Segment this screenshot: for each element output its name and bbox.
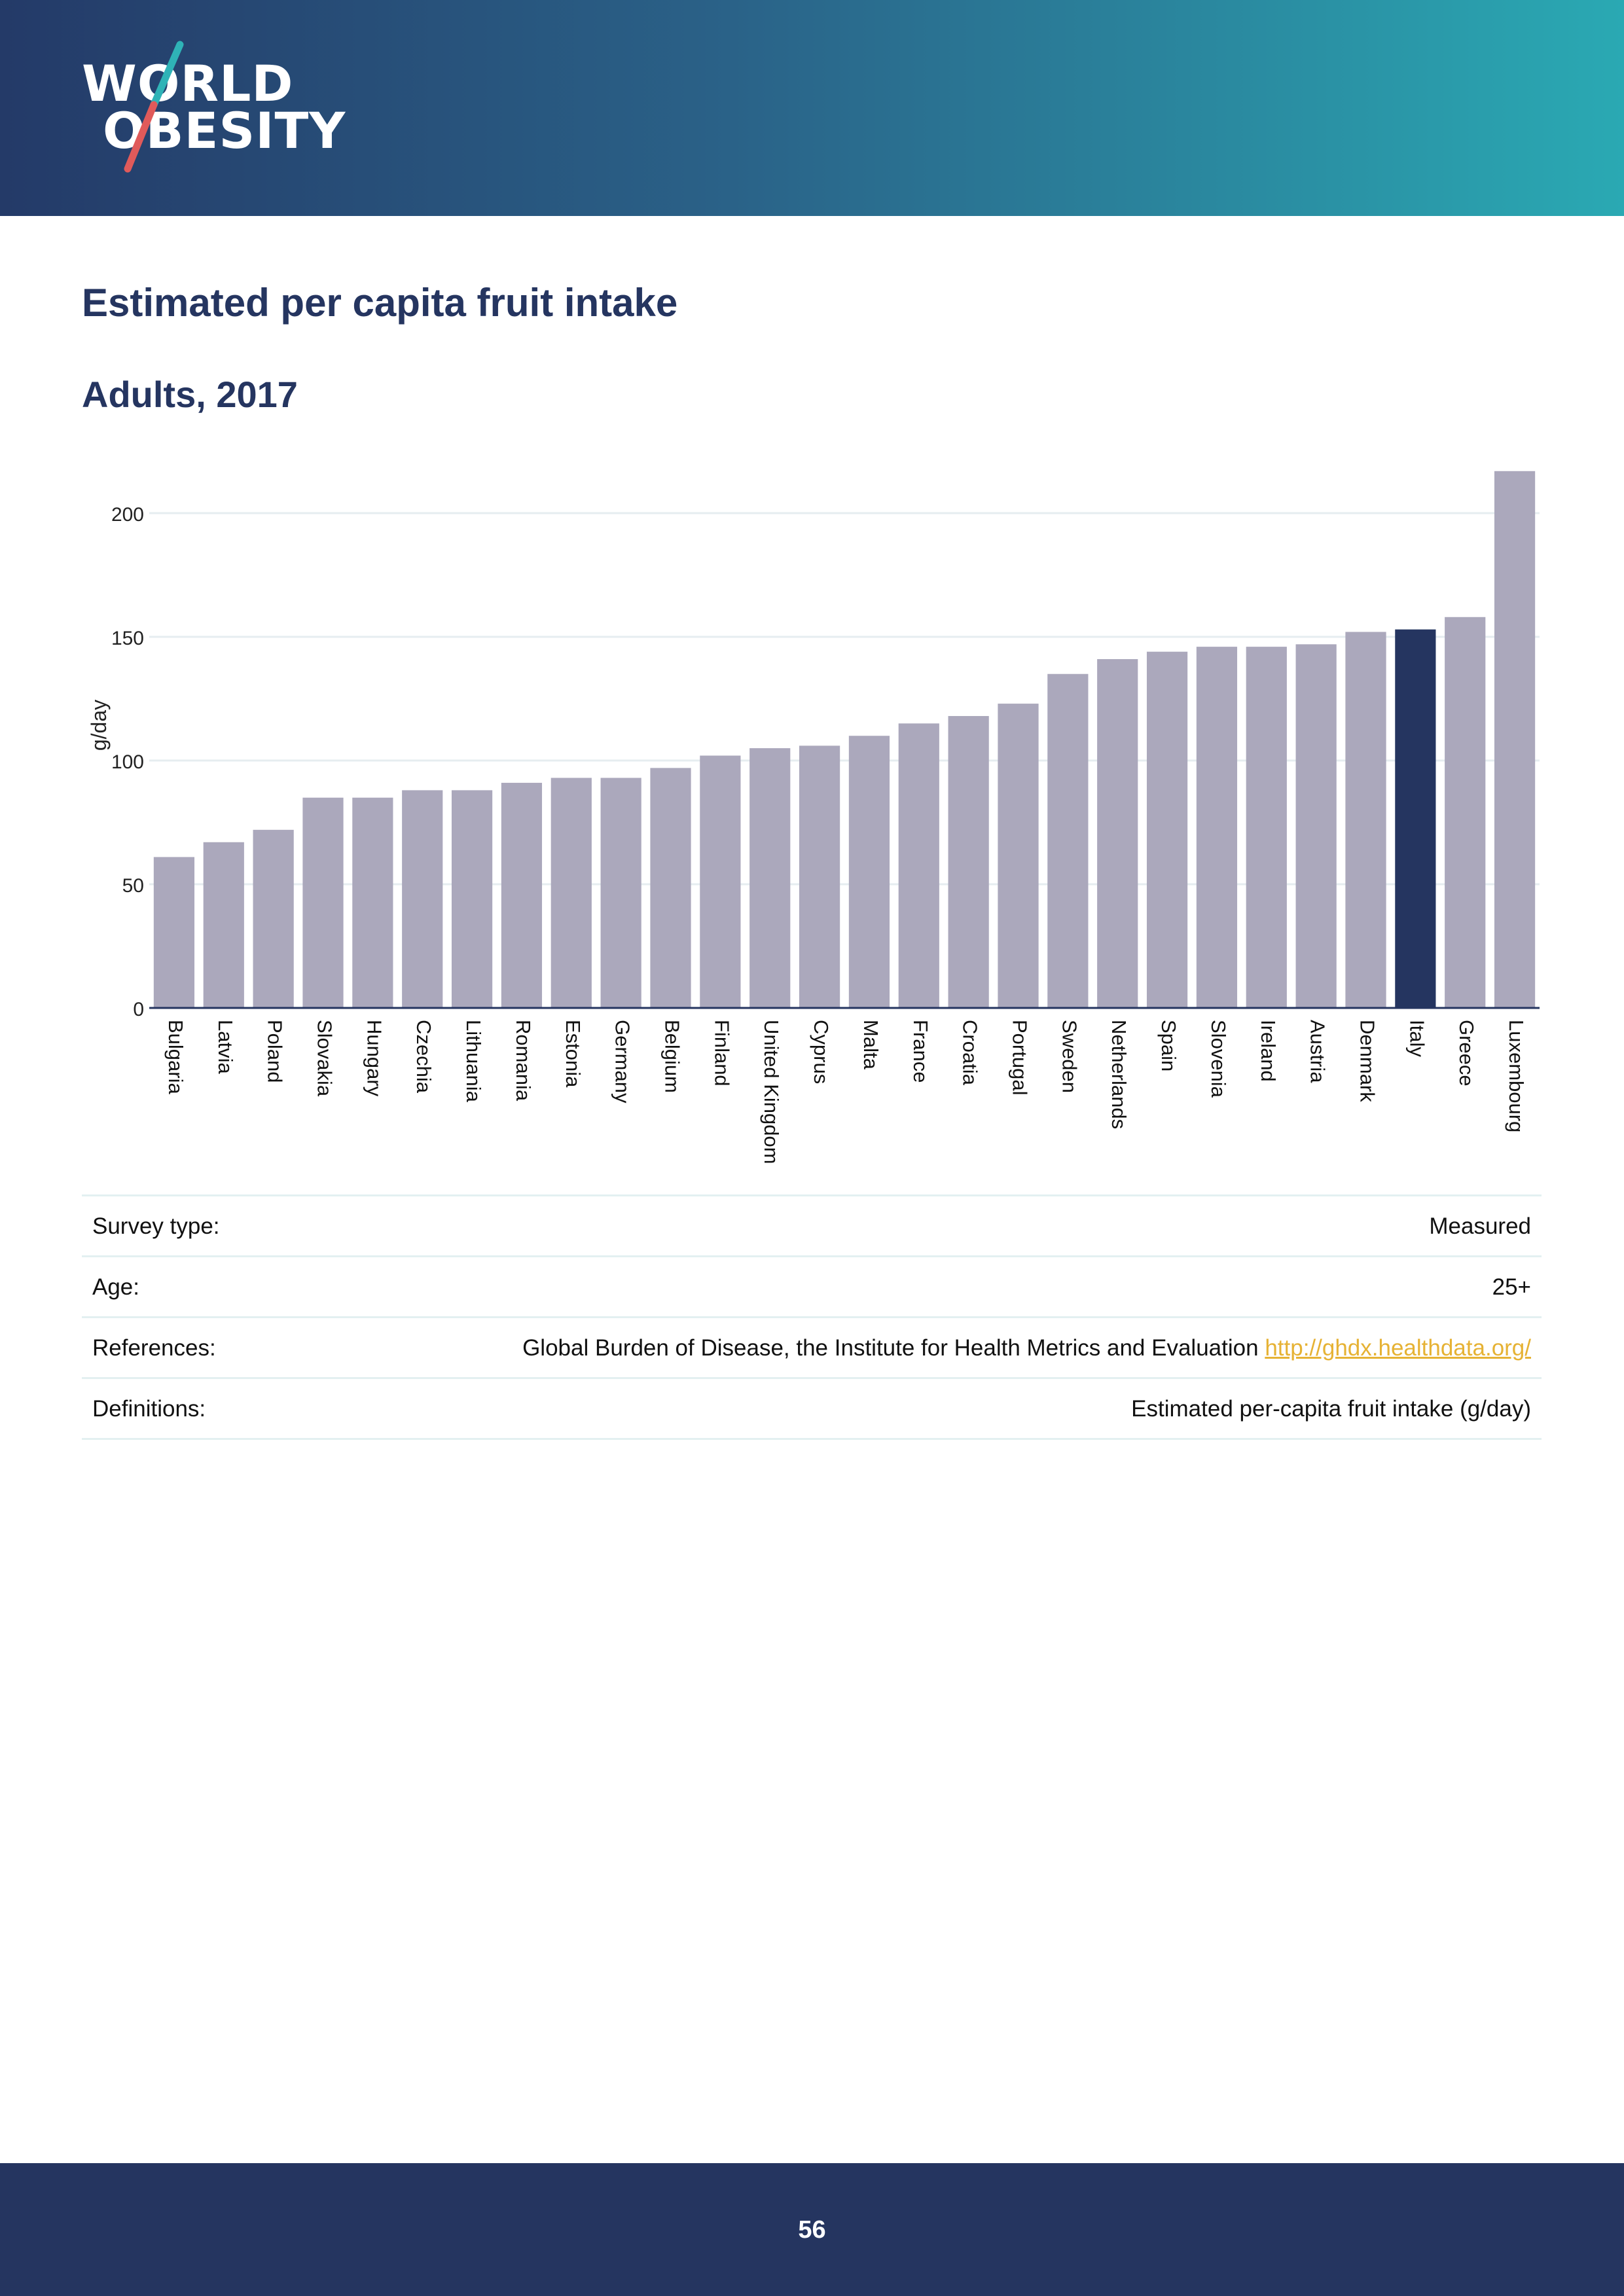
references-link[interactable]: http://ghdx.healthdata.org/ xyxy=(1265,1335,1531,1361)
x-tick-label: Czechia xyxy=(412,1020,435,1094)
bar xyxy=(948,715,989,1008)
bar xyxy=(402,790,443,1008)
x-tick-label: Hungary xyxy=(363,1020,386,1097)
bar xyxy=(203,842,244,1008)
bar xyxy=(352,797,393,1008)
bar xyxy=(550,778,592,1008)
x-tick-label: Lithuania xyxy=(462,1020,485,1103)
bar xyxy=(451,790,493,1008)
y-tick-label: 50 xyxy=(122,875,144,897)
x-tick-label: Croatia xyxy=(959,1020,982,1086)
y-tick-label: 0 xyxy=(133,999,144,1020)
logo-text-line1: WORLD xyxy=(82,54,294,113)
logo-slash-icon xyxy=(124,41,184,173)
y-axis-label: g/day xyxy=(87,700,111,751)
info-table: Survey type: Measured Age: 25+ Reference… xyxy=(82,1194,1542,1440)
bar xyxy=(898,723,939,1008)
x-tick-label: Luxembourg xyxy=(1505,1020,1528,1132)
age-value: 25+ xyxy=(1492,1274,1531,1300)
x-tick-label: Austria xyxy=(1307,1020,1329,1083)
x-tick-label: Finland xyxy=(710,1020,733,1086)
bar xyxy=(998,704,1039,1008)
x-tick-label: Poland xyxy=(264,1020,287,1083)
x-tick-label: Italy xyxy=(1405,1020,1428,1057)
x-tick-label: Belgium xyxy=(661,1020,684,1093)
bar xyxy=(302,797,344,1008)
bar xyxy=(700,755,741,1008)
y-tick-label: 200 xyxy=(111,504,144,526)
x-tick-label: United Kingdom xyxy=(760,1020,783,1164)
bar xyxy=(1146,651,1188,1008)
x-tick-label: Slovenia xyxy=(1207,1020,1230,1098)
bar xyxy=(1494,471,1536,1008)
references-value: Global Burden of Disease, the Institute … xyxy=(522,1335,1259,1361)
x-tick-label: Netherlands xyxy=(1108,1020,1130,1129)
bar-chart: 0 50 100 150 200 g/day Bulgaria Latvia Poland Slo… xyxy=(87,471,1540,1164)
footer-bar xyxy=(0,2163,1624,2296)
header-banner: WORLD OBESITY xyxy=(0,0,1624,216)
bar xyxy=(1097,659,1138,1008)
bar xyxy=(1047,673,1089,1008)
page-subtitle: Adults, 2017 xyxy=(82,374,298,415)
bar xyxy=(1345,632,1386,1008)
bar xyxy=(749,748,791,1008)
bar xyxy=(1295,644,1337,1008)
x-tick-label: Denmark xyxy=(1356,1020,1379,1102)
bar xyxy=(1445,617,1486,1008)
page-title: Estimated per capita fruit intake xyxy=(82,281,678,325)
x-tick-label: Romania xyxy=(512,1020,535,1102)
x-tick-label: Germany xyxy=(611,1020,634,1103)
page-number: 56 xyxy=(798,2216,826,2244)
x-tick-label: Greece xyxy=(1455,1020,1478,1086)
bar xyxy=(848,736,890,1008)
references-row: References: Global Burden of Disease, th… xyxy=(82,1316,1542,1377)
definitions-label: Definitions: xyxy=(92,1396,206,1422)
bar xyxy=(1196,647,1238,1008)
survey-type-row: Survey type: Measured xyxy=(82,1194,1542,1255)
x-tick-label: Latvia xyxy=(214,1020,237,1074)
bar xyxy=(153,857,195,1008)
bar xyxy=(600,778,641,1008)
y-tick-label: 150 xyxy=(111,628,144,649)
world-obesity-logo: WORLD OBESITY xyxy=(82,39,345,177)
survey-type-label: Survey type: xyxy=(92,1213,220,1239)
bar xyxy=(650,768,691,1008)
y-tick-label: 100 xyxy=(111,751,144,773)
bar xyxy=(253,829,294,1008)
bar xyxy=(799,745,840,1008)
x-tick-label: France xyxy=(909,1020,932,1083)
x-tick-label: Sweden xyxy=(1058,1020,1081,1093)
references-value-wrap: Global Burden of Disease, the Institute … xyxy=(522,1335,1531,1361)
bar xyxy=(501,783,543,1008)
age-row: Age: 25+ xyxy=(82,1255,1542,1316)
x-tick-label: Portugal xyxy=(1009,1020,1032,1095)
x-tick-label: Spain xyxy=(1157,1020,1180,1071)
bar xyxy=(1395,629,1436,1008)
definitions-value: Estimated per-capita fruit intake (g/day… xyxy=(1131,1396,1531,1422)
definitions-row: Definitions: Estimated per-capita fruit … xyxy=(82,1377,1542,1440)
references-label: References: xyxy=(92,1335,216,1361)
bar xyxy=(1246,647,1287,1008)
x-tick-label: Slovakia xyxy=(314,1020,336,1097)
x-tick-label: Cyprus xyxy=(810,1020,833,1084)
x-tick-label: Ireland xyxy=(1257,1020,1280,1082)
x-tick-label: Bulgaria xyxy=(164,1020,187,1094)
survey-type-value: Measured xyxy=(1429,1213,1531,1239)
age-label: Age: xyxy=(92,1274,139,1300)
x-tick-label: Estonia xyxy=(562,1020,585,1088)
x-tick-label: Malta xyxy=(859,1020,882,1070)
